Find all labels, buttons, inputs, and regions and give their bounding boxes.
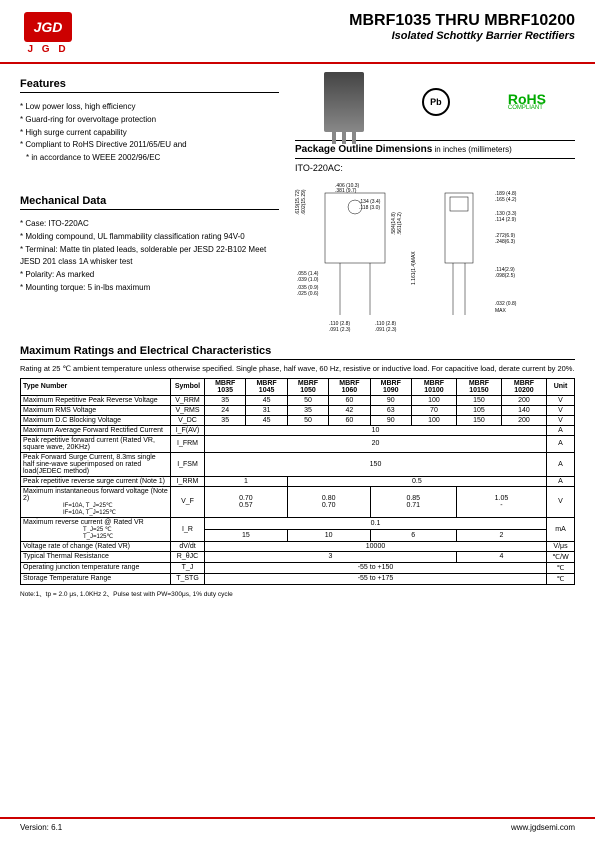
- logo-mark: JGD: [24, 12, 72, 42]
- dim: .114 (2.9): [495, 217, 516, 223]
- features-heading: Features: [20, 78, 279, 93]
- col-part: MBRF 1090: [370, 378, 411, 395]
- dim: MAX: [495, 308, 507, 314]
- package-diagram: .406 (10.3) .381 (9.7) .189 (4.8) .165 (…: [295, 175, 575, 335]
- rohs-sub: COMPLIANT: [508, 105, 546, 111]
- table-header-row: Type Number Symbol MBRF 1035 MBRF 1045 M…: [21, 378, 575, 395]
- ratings-heading: Maximum Ratings and Electrical Character…: [20, 345, 575, 360]
- dim: .248(6.3): [495, 239, 515, 245]
- col-part: MBRF 10100: [411, 378, 456, 395]
- mech-item: Terminal: Matte tin plated leads, solder…: [20, 244, 279, 270]
- ratings-table: Type Number Symbol MBRF 1035 MBRF 1045 M…: [20, 378, 575, 585]
- col-part: MBRF 1045: [246, 378, 287, 395]
- feature-item: in accordance to WEEE 2002/96/EC: [26, 152, 279, 165]
- col-part: MBRF 1050: [287, 378, 328, 395]
- mech-item: Mounting torque: 5 in-lbs maximum: [20, 282, 279, 295]
- dim: .602(15.29): [301, 189, 307, 215]
- col-part: MBRF 1035: [205, 378, 246, 395]
- mech-item: Polarity: As marked: [20, 269, 279, 282]
- mechanical-list: Case: ITO-220AC Molding compound, UL fla…: [20, 218, 279, 295]
- mech-item: Molding compound, UL flammability classi…: [20, 231, 279, 244]
- ratings-note: Rating at 25 ℃ ambient temperature unles…: [20, 364, 575, 374]
- pb-free-icon: Pb: [422, 88, 450, 116]
- features-list: Low power loss, high efficiency Guard-ri…: [20, 101, 279, 165]
- pkg-title-sub: in inches (millimeters): [432, 145, 512, 154]
- dim: .561(14.2): [397, 212, 403, 235]
- logo: JGD J G D: [20, 12, 76, 56]
- col-unit: Unit: [547, 378, 575, 395]
- col-symbol: Symbol: [171, 378, 205, 395]
- header: JGD J G D MBRF1035 THRU MBRF10200 Isolat…: [0, 0, 595, 64]
- logo-text: J G D: [27, 44, 68, 55]
- rohs-text: RoHS: [508, 93, 546, 106]
- badges: Pb RoHS COMPLIANT: [295, 72, 575, 132]
- dim: .025 (0.6): [297, 291, 319, 297]
- dim: .091 (2.3): [375, 327, 397, 333]
- feature-item: Guard-ring for overvoltage protection: [20, 114, 279, 127]
- col-part: MBRF 1060: [329, 378, 370, 395]
- dim: .165 (4.2): [495, 197, 517, 203]
- content: Features Low power loss, high efficiency…: [0, 64, 595, 606]
- ito-label: ITO-220AC:: [295, 163, 575, 173]
- dim: .381 (9.7): [335, 188, 357, 194]
- dim: .098(2.5): [495, 273, 515, 279]
- footer: Version: 6.1 www.jgdsemi.com: [0, 817, 595, 832]
- table-footnote: Note:1、tp = 2.0 μs, 1.0KHz 2、Pulse test …: [20, 588, 575, 598]
- package-title: Package Outline Dimensions in inches (mi…: [295, 140, 575, 159]
- dim: .091 (2.3): [329, 327, 351, 333]
- feature-item: Compliant to RoHS Directive 2011/65/EU a…: [20, 139, 279, 152]
- mech-item: Case: ITO-220AC: [20, 218, 279, 231]
- rohs-badge: RoHS COMPLIANT: [508, 93, 546, 112]
- dim: .118 (3.0): [359, 205, 380, 211]
- page-title: MBRF1035 THRU MBRF10200: [349, 12, 575, 30]
- dim: .039 (1.0): [297, 277, 319, 283]
- pkg-title-main: Package Outline Dimensions: [295, 144, 432, 155]
- mechanical-heading: Mechanical Data: [20, 195, 279, 210]
- version-text: Version: 6.1: [20, 823, 62, 832]
- dim: 1.161(1.4)MAX: [411, 251, 417, 285]
- col-type: Type Number: [21, 378, 171, 395]
- title-block: MBRF1035 THRU MBRF10200 Isolated Schottk…: [349, 12, 575, 42]
- feature-item: Low power loss, high efficiency: [20, 101, 279, 114]
- page-subtitle: Isolated Schottky Barrier Rectifiers: [349, 30, 575, 42]
- col-part: MBRF 10150: [456, 378, 501, 395]
- package-photo: [324, 72, 364, 132]
- footer-url: www.jgdsemi.com: [511, 823, 575, 832]
- dim: .032 (0.8): [495, 301, 517, 307]
- col-part: MBRF 10200: [501, 378, 546, 395]
- feature-item: High surge current capability: [20, 127, 279, 140]
